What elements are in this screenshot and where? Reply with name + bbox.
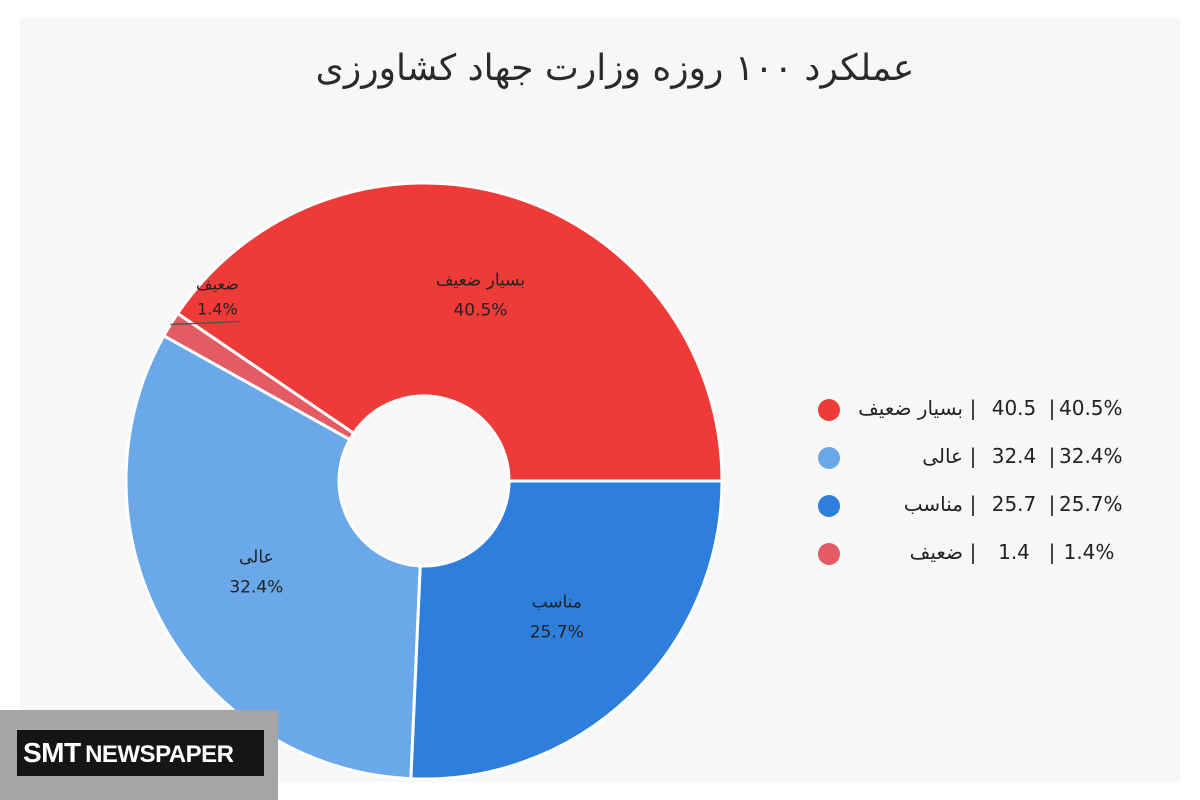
legend-swatch (818, 543, 840, 565)
legend-label: مناسب (903, 492, 963, 516)
legend-value: 40.5 (991, 396, 1037, 420)
legend-percent: 25.7% (1059, 492, 1123, 516)
legend-separator: | (1048, 444, 1056, 468)
watermark-logo: SMT NEWSPAPER (17, 730, 264, 776)
leader-line (170, 320, 241, 326)
legend-percent: 1.4% (1063, 540, 1115, 564)
slice-label: بسیار ضعیف (436, 270, 525, 290)
slice-label: مناسب (532, 593, 582, 613)
legend-value: 32.4 (991, 444, 1037, 468)
legend-percent: 40.5% (1059, 396, 1123, 420)
donut-slice (124, 333, 422, 781)
legend-separator: | (969, 492, 977, 516)
legend-label: بسیار ضعیف (858, 396, 963, 420)
legend-item: عالی | 32.4 | 32.4% (818, 442, 1123, 490)
slice-label: ضعیف (196, 274, 239, 293)
chart-title: عملکرد ۱۰۰ روزه وزارت جهاد کشاورزی (315, 48, 915, 89)
slice-label: عالی (239, 548, 274, 568)
legend-separator: | (969, 444, 977, 468)
legend-percent: 32.4% (1059, 444, 1123, 468)
legend-separator: | (1048, 540, 1056, 564)
donut-slice (409, 479, 724, 781)
legend-item: بسیار ضعیف | 40.5 | 40.5% (818, 394, 1123, 442)
chart-legend: بسیار ضعیف | 40.5 | 40.5% عالی | 32.4 | … (818, 394, 1123, 586)
legend-swatch (818, 447, 840, 469)
slice-percent: 40.5% (453, 300, 507, 320)
watermark-part2: NEWSPAPER (85, 741, 234, 768)
legend-swatch (818, 495, 840, 517)
legend-separator: | (1048, 492, 1056, 516)
legend-separator: | (1048, 396, 1056, 420)
legend-label: ضعیف (909, 540, 963, 564)
slice-percent: 32.4% (229, 578, 283, 598)
donut-slices (124, 181, 724, 781)
legend-item: ضعیف | 1.4 | 1.4% (818, 538, 1118, 586)
watermark: SMT NEWSPAPER (0, 710, 278, 800)
legend-separator: | (969, 540, 977, 564)
donut-slice (175, 181, 724, 483)
legend-label: عالی (922, 444, 963, 468)
legend-value: 1.4 (998, 540, 1030, 564)
legend-swatch (818, 399, 840, 421)
slice-percent: 1.4% (197, 299, 238, 318)
legend-value: 25.7 (991, 492, 1037, 516)
slice-percent: 25.7% (530, 623, 584, 643)
legend-item: مناسب | 25.7 | 25.7% (818, 490, 1123, 538)
slice-labels: بسیار ضعیف 40.5% ضعیف 1.4% عالی 32.4% مناسب 25.… (170, 270, 584, 643)
legend-separator: | (969, 396, 977, 420)
watermark-part1: SMT (23, 737, 81, 768)
